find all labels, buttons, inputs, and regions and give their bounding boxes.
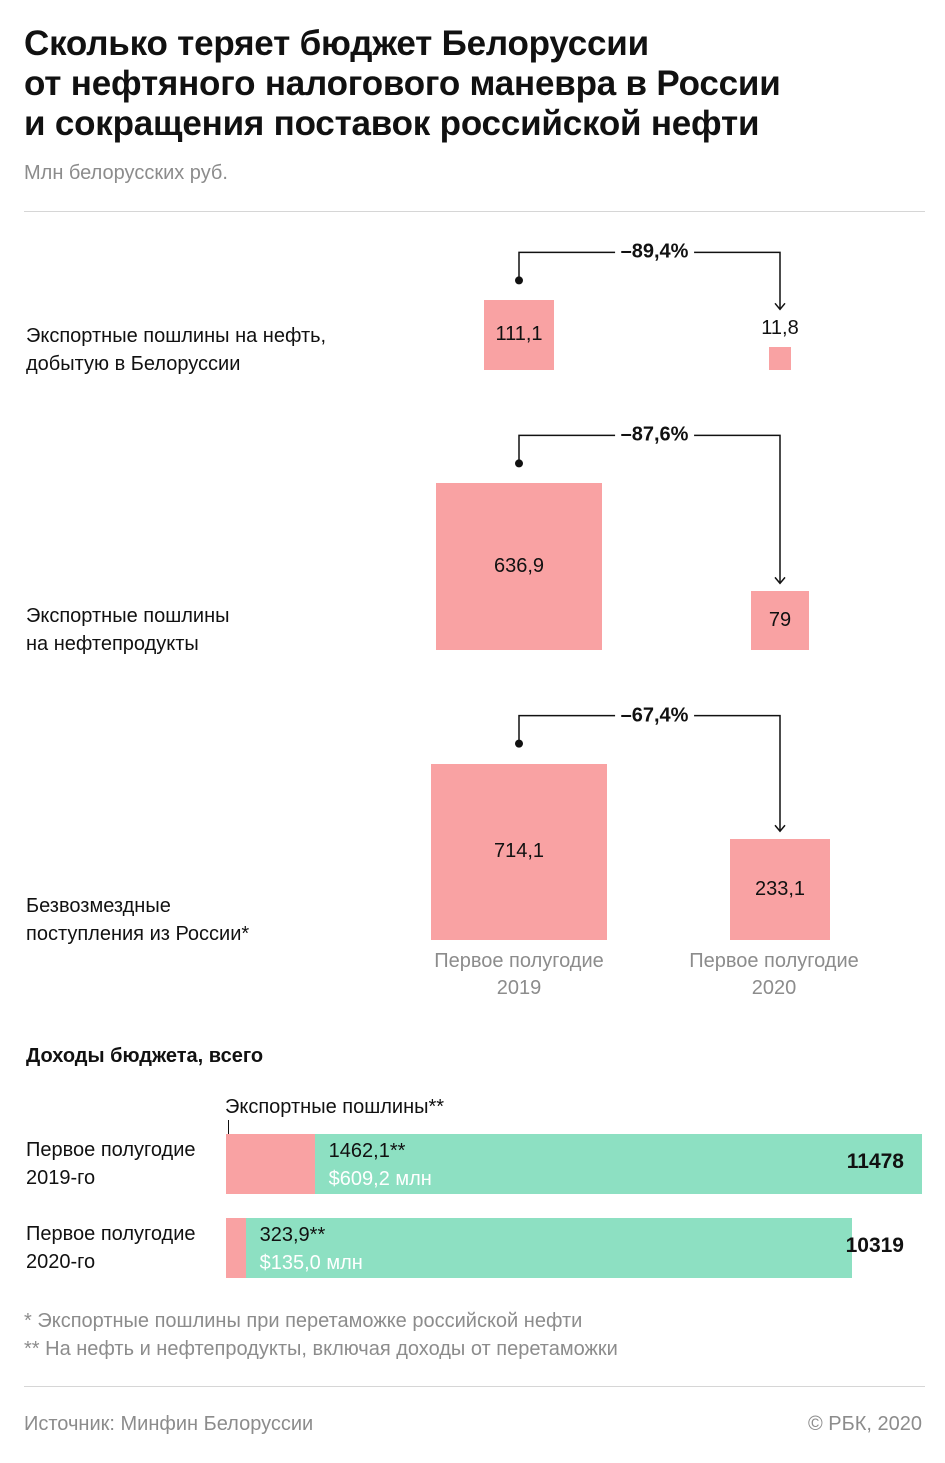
title-line: и сокращения поставок российской нефти [24,104,760,143]
square-2019 [435,483,603,650]
export-duties-segment [226,1218,246,1278]
period-label-line: Первое полугодие [689,950,859,972]
square-value-2019: 636,9 [493,554,545,577]
total-revenue-value: 10319 [845,1234,904,1257]
budget-section-title: Доходы бюджета, всего [26,1045,264,1067]
row-label-line: Первое полугодие [26,1223,196,1245]
period-label-line: 2020 [751,977,797,999]
square-value-2019: 714,1 [493,839,545,862]
period-label-line: 2019 [496,977,542,999]
square-2020 [729,839,831,940]
total-revenue-value: 11478 [846,1150,904,1173]
row-label-line: поступления из России* [26,923,250,945]
connector-start-dot [515,739,523,748]
square-2020 [750,591,810,650]
budget-bar-2019: 1462,1** $609,2 млн 11478 [226,1134,922,1194]
square-2019 [430,763,608,940]
square-value-2020: 233,1 [754,877,806,900]
other-revenue-segment [245,1218,852,1278]
row-label-line: на нефтепродукты [26,633,199,655]
export-duties-value: 323,9** [259,1224,326,1246]
export-duties-usd: $135,0 млн [259,1252,363,1274]
change-percent-label: –87,6% [614,423,695,447]
arrow-head-icon [774,576,786,585]
bar-row-label-2020: Первое полугодие 2020-го [26,1220,196,1276]
connector-start-dot [515,276,523,285]
period-label-2019: Первое полугодие 2019 [409,948,629,1002]
row-label-line: Экспортные пошлины на нефть, [26,325,327,347]
export-duties-annotation: Экспортные пошлины** [225,1096,445,1118]
chart-subtitle: Млн белорусских руб. [24,162,228,184]
other-revenue-segment [314,1134,922,1194]
page-title: Сколько теряет бюджет Белоруссии от нефт… [24,24,924,144]
square-value-2020: 11,8 [761,317,799,340]
budget-bar-2020: 323,9** $135,0 млн 10319 [226,1218,922,1278]
footnote-1: * Экспортные пошлины при перетаможке рос… [24,1310,583,1332]
arrow-head-icon [774,824,786,833]
export-duties-value: 1462,1** [328,1140,406,1162]
divider [24,1386,925,1387]
row-label-grants: Безвозмездные поступления из России* [26,892,249,948]
footnote-2: ** На нефть и нефтепродукты, включая дох… [24,1338,618,1360]
bar-row-label-2019: Первое полугодие 2019-го [26,1136,196,1192]
row-label-line: Первое полугодие [26,1139,196,1161]
divider [24,211,925,212]
row-label-line: 2020-го [26,1251,96,1273]
export-duties-segment [226,1134,315,1194]
source-note: Источник: Минфин Белоруссии [24,1413,314,1435]
change-percent-label: –89,4% [614,240,695,264]
copyright: © РБК, 2020 [807,1413,922,1435]
row-label-products-duties: Экспортные пошлины на нефтепродукты [26,602,230,658]
period-label-line: Первое полугодие [434,950,604,972]
row-label-line: добытую в Белоруссии [26,353,241,375]
annotation-tick [228,1120,229,1136]
period-label-2020: Первое полугодие 2020 [664,948,884,1002]
square-2019 [484,300,554,370]
connector-start-dot [515,459,523,468]
row-label-line: 2019-го [26,1167,96,1189]
square-value-2019: 111,1 [495,323,543,346]
square-2020 [768,347,792,370]
change-percent-label: –67,4% [614,704,695,728]
arrow-head-icon [774,302,786,311]
export-duties-usd: $609,2 млн [328,1168,432,1190]
title-line: от нефтяного налогового маневра в России [24,64,781,103]
row-label-line: Безвозмездные [26,895,171,917]
square-value-2020: 79 [768,608,792,631]
row-label-line: Экспортные пошлины [26,605,230,627]
title-line: Сколько теряет бюджет Белоруссии [24,24,649,63]
row-label-crude-duties: Экспортные пошлины на нефть, добытую в Б… [26,322,326,378]
